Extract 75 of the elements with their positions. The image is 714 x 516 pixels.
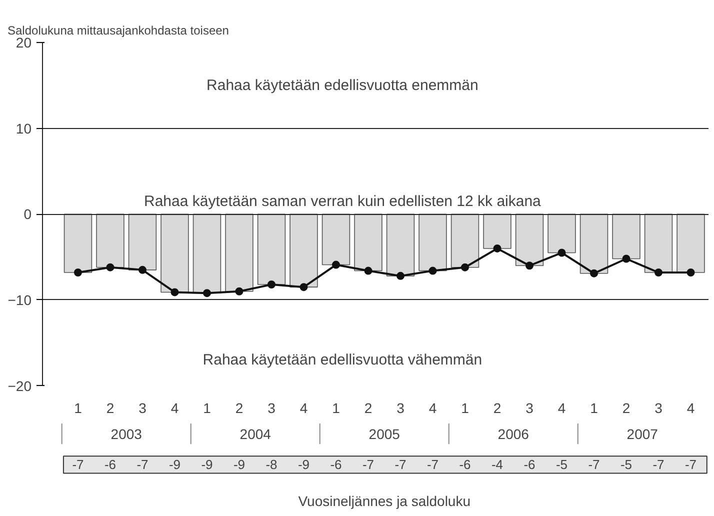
data-label: -4 [491,457,504,472]
data-label: -7 [652,457,664,472]
y-axis-title: Saldolukuna mittausajankohdasta toiseen [8,24,229,38]
x-tick-label: 2 [622,400,630,416]
point [590,269,598,278]
x-tick-label: 3 [526,400,534,416]
point [202,289,211,298]
point [170,288,179,296]
point [235,287,244,296]
text: 2003 [110,426,142,442]
point [686,268,695,276]
x-tick-label: 1 [74,400,82,416]
data-label: -5 [556,457,568,472]
x-tick-label: 2 [106,400,114,416]
point [654,268,663,276]
data-label: -6 [524,457,536,472]
x-tick-label: 2 [235,400,244,416]
y-tick-label: 20 [16,34,32,50]
data-label: -7 [394,457,406,472]
data-label: -9 [298,457,310,472]
x-tick-label: 3 [268,400,276,416]
data-label: -7 [426,457,439,472]
annotation: Rahaa käytetään saman verran kuin edellisten 12 kk aikana [144,193,542,210]
point [622,254,630,263]
x-tick-label: 1 [461,400,470,416]
text: 2005 [368,426,400,442]
y-tick-label: −10 [8,292,32,308]
data-label: -8 [266,457,278,472]
point [74,268,82,276]
point [558,248,566,257]
x-tick-label: 1 [203,400,212,416]
x-tick-label: 3 [396,400,405,416]
data-label: -5 [620,457,632,472]
point [106,263,114,272]
data-label: -7 [684,457,697,472]
point [526,262,534,270]
x-tick-label: 3 [654,400,663,416]
data-label: -6 [104,457,116,472]
x-tick-label: 2 [493,400,502,416]
point [267,280,276,288]
point [138,266,146,274]
annotation: Rahaa käytetään edellisvuotta vähemmän [202,352,482,369]
point [364,266,372,275]
point [300,283,308,292]
data-label: -7 [72,457,84,472]
point [396,272,404,280]
data-label: -9 [168,457,181,472]
y-tick-label: 10 [16,120,32,136]
x-tick-label: 4 [686,400,695,416]
point [428,266,437,275]
y-tick-label: 0 [24,206,32,222]
data-label: -9 [201,457,213,472]
text: 2006 [498,426,530,442]
x-tick-label: 4 [170,400,179,416]
x-tick-label: 3 [138,400,147,416]
data-label: -7 [362,457,374,472]
x-tick-label: 4 [300,400,308,416]
text: Vuosineljännes ja saldoluku [298,492,470,509]
data-label: -7 [588,457,600,472]
x-tick-label: 4 [558,400,566,416]
point [461,263,469,272]
annotation: Rahaa käytetään edellisvuotta enemmän [206,76,478,94]
x-tick-label: 1 [590,400,598,416]
data-label: -9 [233,457,246,472]
point [493,244,502,252]
x-tick-label: 1 [332,400,340,416]
data-label: -7 [136,457,148,472]
y-tick-label: −20 [8,378,32,394]
x-tick-label: 4 [428,400,437,416]
text: 2004 [240,426,272,442]
x-tick-label: 2 [364,400,372,416]
point [332,260,340,269]
data-label: -6 [459,457,471,472]
data-label: -6 [330,457,342,472]
text: 2007 [626,426,658,442]
